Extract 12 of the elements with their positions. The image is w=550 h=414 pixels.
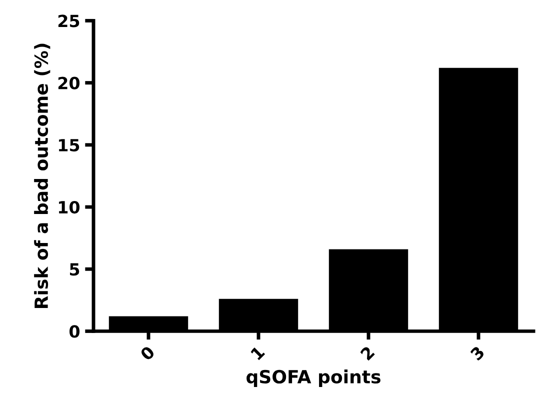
- x-tick-label: 0: [139, 345, 156, 362]
- y-tick-label: 10: [58, 200, 80, 214]
- y-tick-label: 20: [58, 76, 80, 90]
- y-tick-label: 0: [70, 325, 80, 338]
- x-tick-label: 2: [360, 346, 375, 361]
- x-axis-title: qSOFA points: [246, 370, 380, 388]
- y-tick-label: 15: [58, 139, 80, 152]
- y-tick-label: 5: [70, 263, 80, 276]
- x-tick-label: 1: [250, 346, 266, 360]
- y-tick-label: 25: [58, 14, 80, 28]
- x-tick-label: 3: [470, 346, 486, 361]
- y-axis-title: Risk of a bad outcome (%): [34, 44, 50, 308]
